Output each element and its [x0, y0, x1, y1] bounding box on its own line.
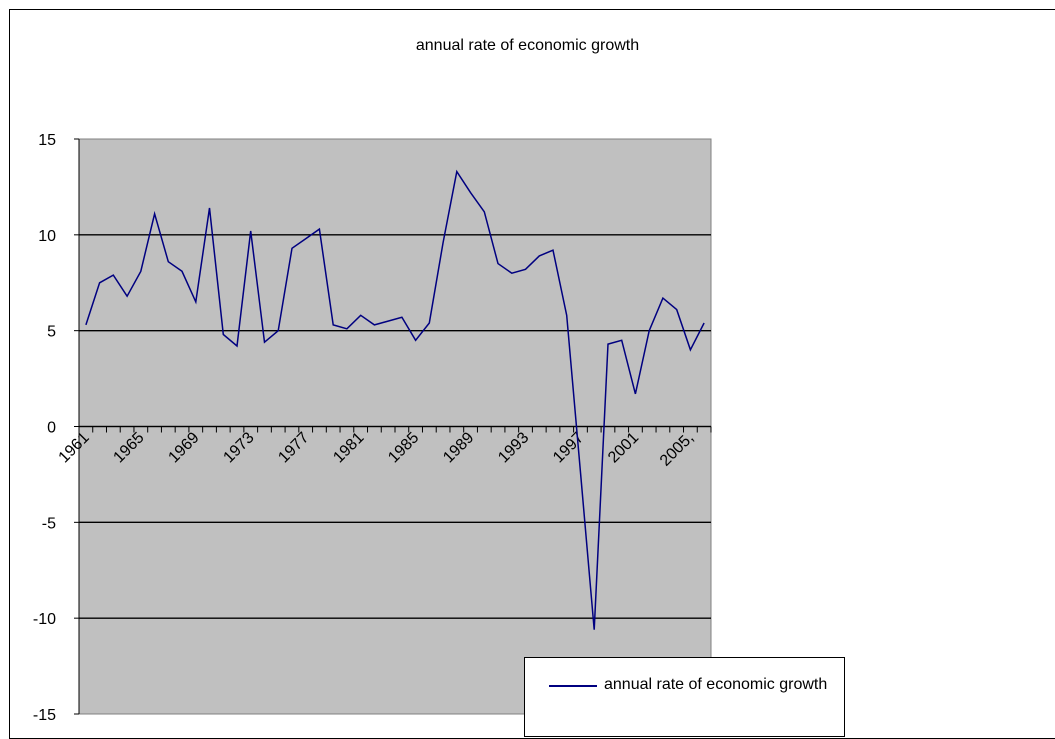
legend: annual rate of economic growth: [524, 657, 845, 737]
legend-swatch: [549, 685, 597, 687]
y-tick-label: 15: [38, 132, 56, 149]
legend-label: annual rate of economic growth: [604, 676, 828, 693]
y-tick-label: 10: [38, 228, 56, 245]
series-line: [85, 169, 705, 630]
chart-title: annual rate of economic growth: [415, 37, 640, 54]
y-tick-label: 0: [47, 420, 56, 437]
y-tick-label: -10: [33, 611, 56, 628]
y-tick-label: 5: [47, 324, 56, 341]
y-tick-label: -5: [42, 515, 56, 532]
y-tick-label: -15: [33, 707, 56, 724]
